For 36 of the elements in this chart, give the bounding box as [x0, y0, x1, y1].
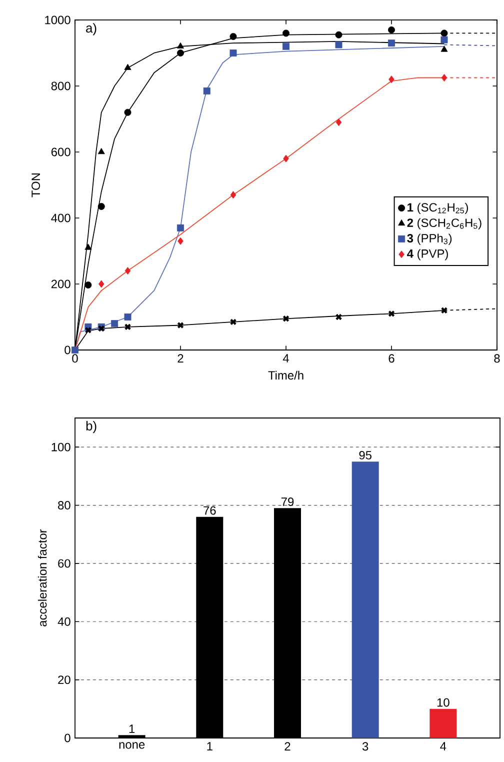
legend-label: 1 (SC$_{12}$H$_{25}$) [407, 202, 468, 214]
data-label: 79 [281, 498, 294, 506]
legend-label: 2 (SCH$_{2}$C$_{6}$H$_{5}$) [407, 218, 482, 230]
data-label: 95 [359, 450, 372, 460]
y-tick-label: 40 [58, 617, 70, 626]
y-tick-label: 200 [51, 280, 70, 288]
x-tick-label: 6 [388, 354, 394, 363]
x-tick-label: 4 [282, 354, 289, 362]
data-label: 76 [203, 506, 216, 515]
x-tick-label: 2 [284, 742, 290, 751]
y-tick-label: 1000 [44, 16, 70, 24]
legend-label: 3 (PPh$_{3}$) [406, 234, 452, 245]
x-tick-label: 2 [178, 354, 184, 363]
y-axis-title: TON [31, 173, 40, 198]
x-tick-label: 1 [207, 742, 212, 750]
data-label: 1 [129, 724, 134, 733]
y-axis-title: acceleration factor [38, 529, 47, 626]
chart-title: a) [86, 23, 96, 36]
legend-label: 4 (PVP) [406, 249, 448, 260]
x-tick-label: 3 [362, 742, 368, 751]
x-tick-label: none [119, 742, 144, 749]
y-tick-label: 80 [58, 501, 70, 510]
y-tick-label: 0 [64, 734, 70, 742]
y-tick-label: 600 [51, 148, 70, 156]
y-tick-label: 800 [51, 82, 70, 90]
x-tick-label: 8 [494, 354, 500, 363]
y-tick-label: 60 [58, 559, 70, 568]
x-tick-label: 0 [72, 354, 78, 363]
y-tick-label: 100 [52, 442, 70, 452]
y-tick-label: 400 [51, 214, 70, 222]
x-tick-label: 4 [440, 742, 446, 750]
chart-title: b) [86, 420, 96, 434]
y-tick-label: 0 [64, 346, 70, 354]
x-axis-title: Time/h [268, 370, 304, 380]
y-tick-label: 20 [58, 676, 70, 684]
data-label: 10 [437, 698, 450, 707]
